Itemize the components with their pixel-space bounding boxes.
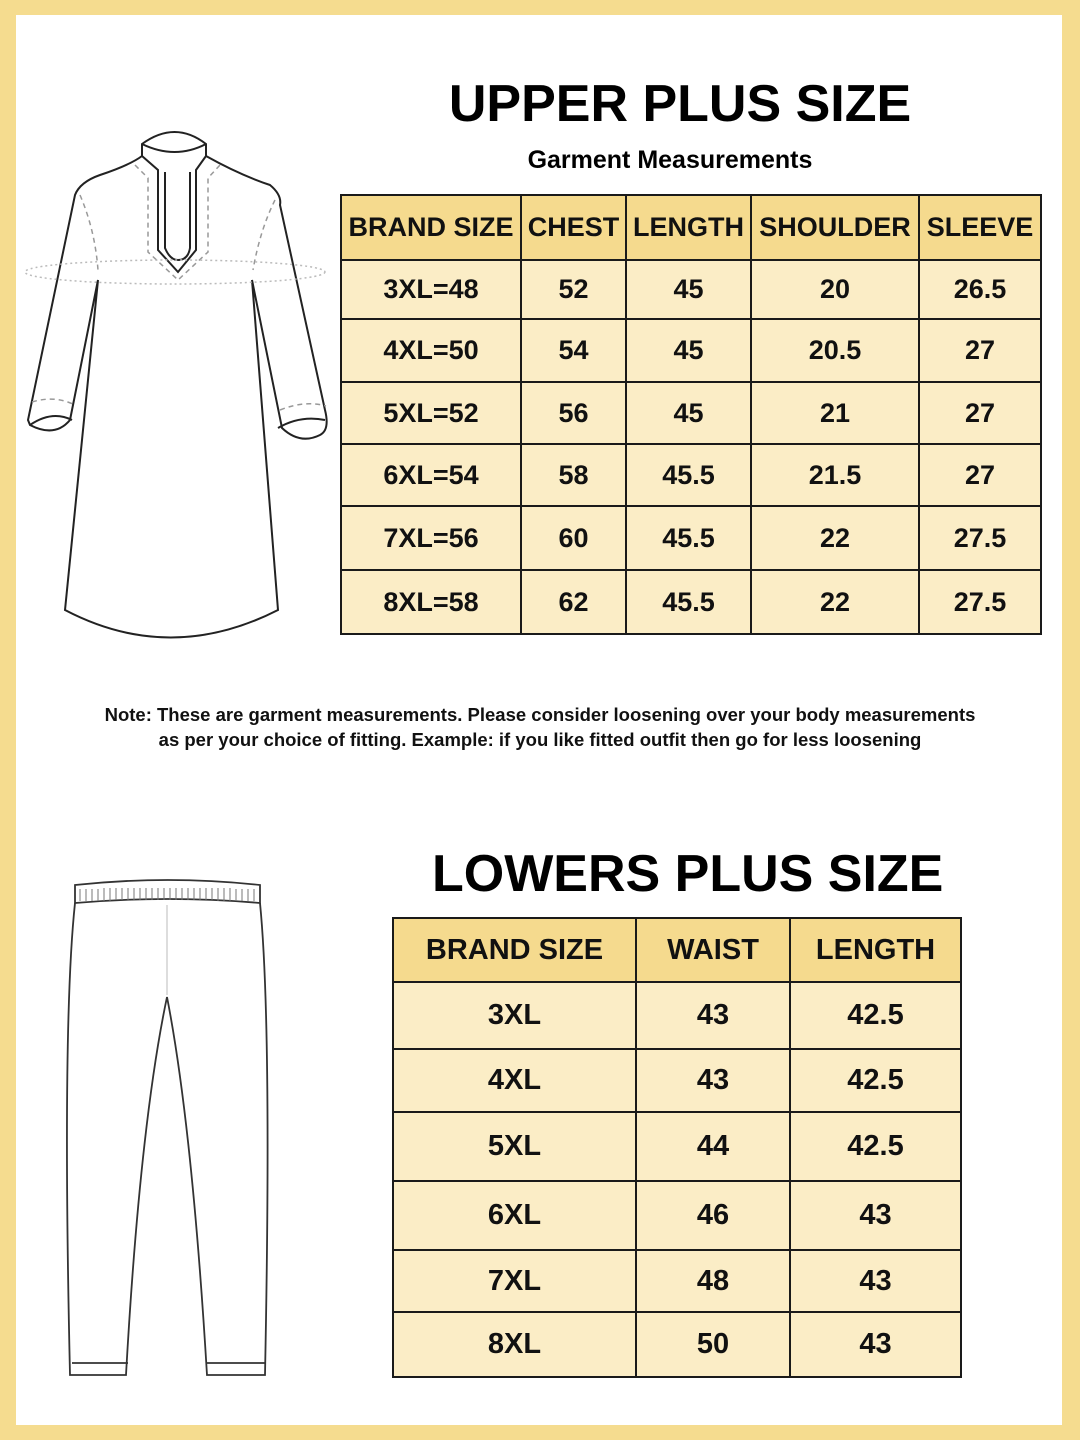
cell: 7XL=56 [340, 505, 522, 571]
cell: 5XL=52 [340, 381, 522, 445]
table-row: 5XL=52 56 45 21 27 [340, 381, 1042, 445]
upper-size-table: BRAND SIZE CHEST LENGTH SHOULDER SLEEVE … [340, 194, 1042, 635]
upper-subtitle: Garment Measurements [527, 146, 813, 174]
note-line-1: Note: These are garment measurements. Pl… [104, 704, 976, 725]
cell: 58 [520, 443, 627, 507]
cell: 21 [750, 381, 920, 445]
cell: 43 [789, 1311, 962, 1378]
upper-title: UPPER PLUS SIZE [448, 75, 912, 133]
header-waist: WAIST [635, 917, 791, 983]
cell: 60 [520, 505, 627, 571]
cell: 43 [635, 1048, 791, 1113]
cell: 56 [520, 381, 627, 445]
cell: 27 [918, 443, 1042, 507]
cell: 45.5 [625, 569, 752, 635]
cell: 52 [520, 259, 627, 320]
lower-size-table: BRAND SIZE WAIST LENGTH 3XL 43 42.5 4XL 43 4… [392, 917, 962, 1378]
header-length: LENGTH [625, 194, 752, 261]
cell: 46 [635, 1180, 791, 1251]
cell: 43 [635, 981, 791, 1050]
cell: 3XL [392, 981, 637, 1050]
measurement-note: Note: These are garment measurements. Pl… [40, 702, 1040, 752]
cell: 45.5 [625, 505, 752, 571]
cell: 26.5 [918, 259, 1042, 320]
cell: 45 [625, 259, 752, 320]
table-row: 7XL 48 43 [392, 1249, 962, 1313]
table-header-row: BRAND SIZE WAIST LENGTH [392, 917, 962, 983]
table-header-row: BRAND SIZE CHEST LENGTH SHOULDER SLEEVE [340, 194, 1042, 261]
cell: 44 [635, 1111, 791, 1182]
cell: 8XL [392, 1311, 637, 1378]
header-brand-size: BRAND SIZE [340, 194, 522, 261]
cell: 4XL [392, 1048, 637, 1113]
cell: 27.5 [918, 569, 1042, 635]
table-row: 3XL 43 42.5 [392, 981, 962, 1050]
table-row: 5XL 44 42.5 [392, 1111, 962, 1182]
cell: 4XL=50 [340, 318, 522, 383]
table-row: 6XL 46 43 [392, 1180, 962, 1251]
cell: 42.5 [789, 1111, 962, 1182]
kurta-illustration [24, 131, 328, 639]
cell: 45.5 [625, 443, 752, 507]
table-row: 7XL=56 60 45.5 22 27.5 [340, 505, 1042, 571]
table-row: 4XL=50 54 45 20.5 27 [340, 318, 1042, 383]
cell: 20.5 [750, 318, 920, 383]
cell: 21.5 [750, 443, 920, 507]
header-length: LENGTH [789, 917, 962, 983]
cell: 5XL [392, 1111, 637, 1182]
cell: 27.5 [918, 505, 1042, 571]
cell: 45 [625, 381, 752, 445]
cell: 6XL [392, 1180, 637, 1251]
table-row: 8XL 50 43 [392, 1311, 962, 1378]
cell: 27 [918, 318, 1042, 383]
pants-illustration [66, 879, 269, 1376]
cell: 54 [520, 318, 627, 383]
lower-title: LOWERS PLUS SIZE [432, 845, 944, 903]
cell: 7XL [392, 1249, 637, 1313]
cell: 50 [635, 1311, 791, 1378]
table-row: 6XL=54 58 45.5 21.5 27 [340, 443, 1042, 507]
cell: 62 [520, 569, 627, 635]
cell: 22 [750, 505, 920, 571]
cell: 42.5 [789, 981, 962, 1050]
cell: 43 [789, 1180, 962, 1251]
note-line-2: as per your choice of fitting. Example: … [158, 729, 922, 750]
cell: 6XL=54 [340, 443, 522, 507]
header-shoulder: SHOULDER [750, 194, 920, 261]
cell: 3XL=48 [340, 259, 522, 320]
table-row: 8XL=58 62 45.5 22 27.5 [340, 569, 1042, 635]
header-brand-size: BRAND SIZE [392, 917, 637, 983]
header-sleeve: SLEEVE [918, 194, 1042, 261]
cell: 43 [789, 1249, 962, 1313]
cell: 45 [625, 318, 752, 383]
cell: 8XL=58 [340, 569, 522, 635]
cell: 22 [750, 569, 920, 635]
table-row: 4XL 43 42.5 [392, 1048, 962, 1113]
cell: 20 [750, 259, 920, 320]
header-chest: CHEST [520, 194, 627, 261]
cell: 42.5 [789, 1048, 962, 1113]
table-row: 3XL=48 52 45 20 26.5 [340, 259, 1042, 320]
cell: 27 [918, 381, 1042, 445]
cell: 48 [635, 1249, 791, 1313]
